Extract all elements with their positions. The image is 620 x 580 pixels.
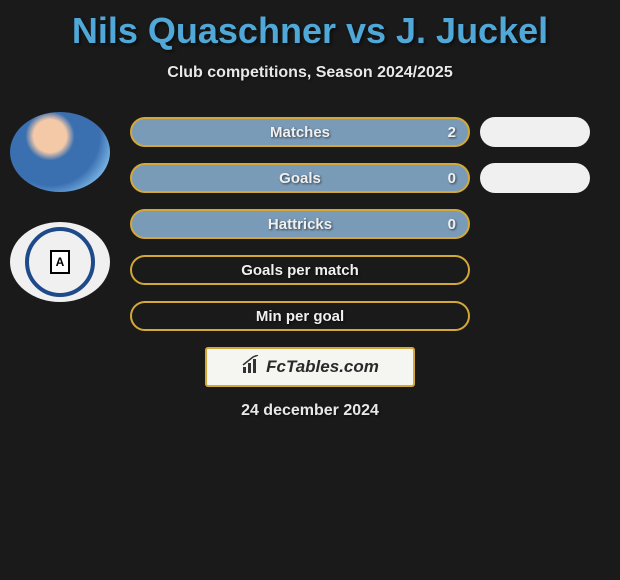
stat-label: Goals per match (241, 262, 359, 279)
stat-row: Min per goal (130, 301, 600, 331)
player-avatar (10, 112, 110, 192)
stats-container: A Matches 2 Goals 0 Hattricks 0 Goals per matc… (0, 117, 620, 331)
stat-label: Min per goal (256, 308, 344, 325)
stat-bar-right (480, 163, 590, 193)
stat-row: Goals 0 (130, 163, 600, 193)
stat-row: Matches 2 (130, 117, 600, 147)
club-badge-ring: A (25, 227, 95, 297)
page-title: Nils Quaschner vs J. Juckel (0, 0, 620, 52)
stat-value-left: 0 (448, 216, 456, 233)
avatars-column: A (10, 112, 110, 332)
stat-rows: Matches 2 Goals 0 Hattricks 0 Goals per match M… (130, 117, 600, 331)
stat-row: Hattricks 0 (130, 209, 600, 239)
logo-box: FcTables.com (205, 347, 415, 387)
stat-value-left: 2 (448, 124, 456, 141)
stat-bar-left: Hattricks 0 (130, 209, 470, 239)
stat-label: Goals (279, 170, 321, 187)
stat-row: Goals per match (130, 255, 600, 285)
chart-icon (241, 355, 261, 380)
stat-label: Hattricks (268, 216, 332, 233)
stat-bar-left: Goals per match (130, 255, 470, 285)
stat-bar-right (480, 117, 590, 147)
stat-bar-left: Min per goal (130, 301, 470, 331)
club-avatar: A (10, 222, 110, 302)
club-shield-icon: A (50, 250, 70, 274)
date-text: 24 december 2024 (0, 402, 620, 420)
stat-value-left: 0 (448, 170, 456, 187)
logo-text: FcTables.com (266, 357, 379, 377)
stat-bar-left: Matches 2 (130, 117, 470, 147)
stat-bar-left: Goals 0 (130, 163, 470, 193)
subtitle: Club competitions, Season 2024/2025 (0, 64, 620, 82)
stat-label: Matches (270, 124, 330, 141)
